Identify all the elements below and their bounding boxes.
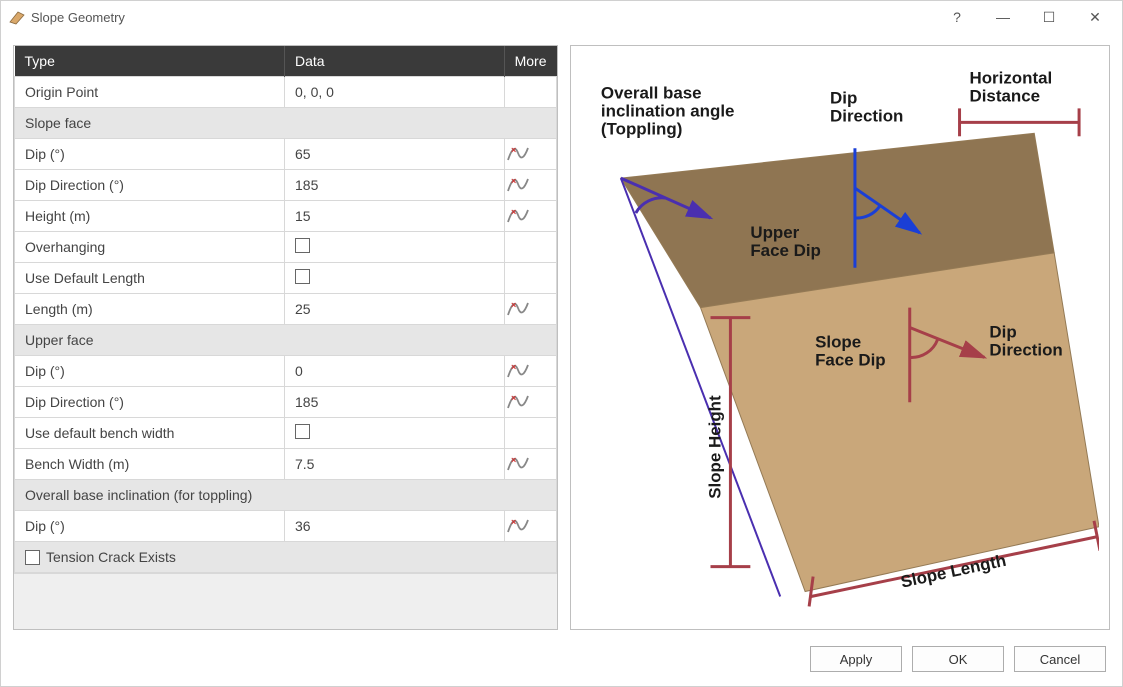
row-uf-dipdir: Dip Direction (°) 185 × bbox=[15, 387, 557, 418]
svg-text:×: × bbox=[511, 518, 516, 527]
tension-crack-checkbox[interactable] bbox=[25, 550, 40, 565]
svg-text:×: × bbox=[511, 146, 516, 155]
distribution-icon[interactable]: × bbox=[507, 394, 554, 410]
distribution-icon[interactable]: × bbox=[507, 208, 554, 224]
row-sf-defaultlen: Use Default Length bbox=[15, 263, 557, 294]
window-title: Slope Geometry bbox=[31, 10, 125, 25]
origin-label: Origin Point bbox=[15, 77, 285, 108]
ok-button[interactable]: OK bbox=[912, 646, 1004, 672]
origin-value[interactable]: 0, 0, 0 bbox=[285, 77, 505, 108]
row-sf-dipdir: Dip Direction (°) 185 × bbox=[15, 170, 557, 201]
row-sf-height: Height (m) 15 × bbox=[15, 201, 557, 232]
property-panel: Type Data More Origin Point 0, 0, 0 Slop… bbox=[13, 45, 558, 630]
svg-text:×: × bbox=[511, 301, 516, 310]
row-ob-dip: Dip (°) 36 × bbox=[15, 511, 557, 542]
distribution-icon[interactable]: × bbox=[507, 363, 554, 379]
row-uf-dip: Dip (°) 0 × bbox=[15, 356, 557, 387]
horizontal-distance-bar bbox=[960, 108, 1080, 136]
row-uf-benchwidth: Bench Width (m) 7.5 × bbox=[15, 449, 557, 480]
distribution-icon[interactable]: × bbox=[507, 456, 554, 472]
row-sf-dip: Dip (°) 65 × bbox=[15, 139, 557, 170]
distribution-icon[interactable]: × bbox=[507, 177, 554, 193]
help-button[interactable]: ? bbox=[934, 1, 980, 33]
close-button[interactable]: ✕ bbox=[1072, 1, 1118, 33]
svg-text:×: × bbox=[511, 456, 516, 465]
svg-text:×: × bbox=[511, 177, 516, 186]
use-default-length-checkbox[interactable] bbox=[295, 269, 310, 284]
row-origin: Origin Point 0, 0, 0 bbox=[15, 77, 557, 108]
label-horizontal-distance: HorizontalDistance bbox=[970, 68, 1053, 105]
app-icon bbox=[9, 9, 25, 25]
row-sf-overhanging: Overhanging bbox=[15, 232, 557, 263]
uf-bw-value[interactable]: 7.5 bbox=[285, 449, 505, 480]
row-tension: Tension Crack Exists bbox=[15, 542, 557, 573]
svg-text:×: × bbox=[511, 394, 516, 403]
distribution-icon[interactable]: × bbox=[507, 301, 554, 317]
sf-height-value[interactable]: 15 bbox=[285, 201, 505, 232]
diagram-panel: Overall baseinclination angle(Toppling) … bbox=[570, 45, 1110, 630]
uf-dip-value[interactable]: 0 bbox=[285, 356, 505, 387]
slope-face-shape bbox=[701, 253, 1099, 592]
row-uf-defaultbw: Use default bench width bbox=[15, 418, 557, 449]
row-sf-length: Length (m) 25 × bbox=[15, 294, 557, 325]
dialog-window: Slope Geometry ? — ☐ ✕ Type Data More Or… bbox=[0, 0, 1123, 687]
distribution-icon[interactable]: × bbox=[507, 146, 554, 162]
apply-button[interactable]: Apply bbox=[810, 646, 902, 672]
minimize-button[interactable]: — bbox=[980, 1, 1026, 33]
col-more: More bbox=[504, 46, 556, 77]
col-data: Data bbox=[285, 46, 505, 77]
svg-text:×: × bbox=[511, 208, 516, 217]
label-overall-base: Overall baseinclination angle(Toppling) bbox=[601, 83, 735, 138]
sf-length-value[interactable]: 25 bbox=[285, 294, 505, 325]
col-type: Type bbox=[15, 46, 285, 77]
svg-text:×: × bbox=[511, 363, 516, 372]
tension-crack-label: Tension Crack Exists bbox=[46, 549, 176, 565]
ob-dip-value[interactable]: 36 bbox=[285, 511, 505, 542]
property-table: Type Data More Origin Point 0, 0, 0 Slop… bbox=[14, 46, 557, 573]
maximize-button[interactable]: ☐ bbox=[1026, 1, 1072, 33]
titlebar: Slope Geometry ? — ☐ ✕ bbox=[1, 1, 1122, 33]
dialog-buttons: Apply OK Cancel bbox=[1, 642, 1122, 686]
sf-dipdir-value[interactable]: 185 bbox=[285, 170, 505, 201]
overhanging-checkbox[interactable] bbox=[295, 238, 310, 253]
sf-dip-value[interactable]: 65 bbox=[285, 139, 505, 170]
label-dipdir-upper: DipDirection bbox=[830, 88, 903, 125]
distribution-icon[interactable]: × bbox=[507, 518, 554, 534]
panel-empty-space bbox=[14, 573, 557, 629]
section-upper-face: Upper face bbox=[15, 325, 557, 356]
uf-dipdir-value[interactable]: 185 bbox=[285, 387, 505, 418]
section-overall-base: Overall base inclination (for toppling) bbox=[15, 480, 557, 511]
section-slope-face: Slope face bbox=[15, 108, 557, 139]
cancel-button[interactable]: Cancel bbox=[1014, 646, 1106, 672]
use-default-bench-width-checkbox[interactable] bbox=[295, 424, 310, 439]
slope-diagram: Overall baseinclination angle(Toppling) … bbox=[581, 56, 1099, 619]
label-slope-height: Slope Height bbox=[705, 395, 724, 499]
